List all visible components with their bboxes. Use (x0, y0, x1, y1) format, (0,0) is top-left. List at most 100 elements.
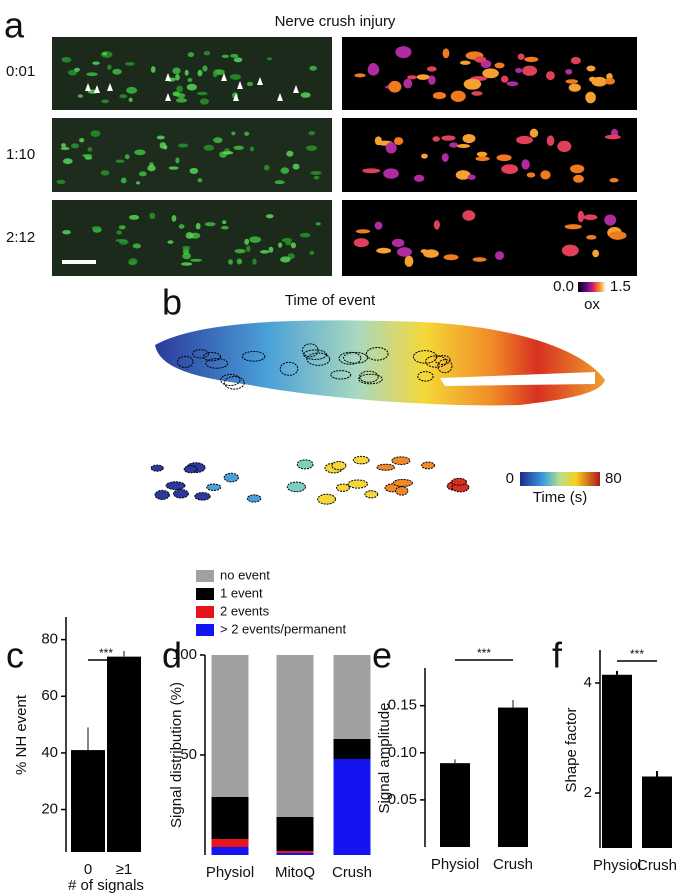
ox-blob (393, 137, 404, 145)
cell-blob (266, 57, 273, 61)
cell-blob (182, 245, 191, 250)
cell-event (223, 472, 239, 483)
cell-blob (175, 157, 180, 164)
image-layer (52, 37, 637, 505)
cell-blob (300, 92, 311, 98)
cell-blob (61, 56, 72, 63)
arrowhead (221, 73, 227, 81)
cell-blob (115, 159, 125, 164)
ox-blob (476, 151, 488, 157)
cell-blob (309, 65, 317, 71)
ox-blob (471, 91, 483, 96)
cell-blob (229, 74, 242, 80)
cell-blob (107, 64, 112, 70)
cell-blob (189, 167, 199, 174)
bar-segment (333, 759, 371, 855)
ox-blob (573, 174, 584, 183)
ox-blob (407, 75, 417, 80)
cell-blob (180, 262, 193, 266)
cell-outline (365, 346, 389, 361)
panel-label: d (162, 635, 182, 676)
cell-event (347, 479, 369, 489)
cell-event (165, 481, 186, 490)
legend-label: > 2 events/permanent (220, 621, 346, 636)
ox-blob (495, 251, 505, 260)
ox-blob (546, 135, 555, 146)
bar-segment (333, 739, 371, 759)
cell-blob (233, 145, 244, 150)
legend-label: 1 event (220, 585, 263, 600)
colorbar-max: 80 (605, 470, 622, 487)
bar-segment (211, 797, 249, 839)
cell-blob (259, 250, 270, 254)
ox-blob (561, 244, 579, 257)
cell-outline (358, 373, 383, 385)
x-tick-label: Physiol (206, 864, 254, 881)
ox-blob (442, 48, 450, 59)
cell-blob (61, 143, 67, 148)
colorbar (520, 472, 600, 486)
cell-outline (301, 343, 319, 358)
ox-blob (395, 46, 412, 59)
arrowhead (165, 93, 171, 101)
significance-label: *** (630, 647, 644, 661)
cell-blob (252, 258, 257, 265)
cell-blob (79, 138, 85, 143)
ox-blob (557, 140, 572, 153)
cell-blob (124, 154, 130, 160)
microscopy-image (52, 118, 332, 192)
cell-blob (115, 238, 128, 243)
timepoint: 1:10 (6, 146, 35, 163)
arrowhead (94, 85, 100, 93)
arrowhead (107, 83, 113, 91)
ox-blob (524, 56, 539, 63)
ox-blob (517, 53, 525, 60)
panel-label: e (372, 635, 392, 676)
bar-segment (276, 853, 314, 855)
cell-blob (228, 259, 233, 265)
cell-outline (279, 361, 299, 376)
ox-blob (396, 241, 405, 246)
cell-blob (230, 53, 239, 58)
map-gap (440, 372, 595, 386)
ox-blob (564, 224, 582, 230)
cell-blob (78, 94, 83, 98)
cell-blob (175, 98, 188, 103)
cell-outline (241, 350, 266, 362)
ox-blob (568, 83, 581, 92)
cell-blob (86, 72, 98, 77)
cell-event (364, 490, 379, 499)
cell-blob (309, 250, 315, 255)
ox-blob (496, 154, 512, 162)
cell-blob (147, 165, 156, 172)
cell-blob (56, 179, 66, 184)
legend-swatch (196, 606, 214, 618)
cell-blob (126, 86, 138, 94)
cell-blob (118, 225, 126, 230)
cell-blob (182, 252, 191, 260)
cell-blob (212, 70, 218, 78)
ox-blob (432, 136, 440, 142)
ox-blob (521, 159, 530, 170)
ox-blob (374, 221, 383, 230)
y-tick-label: 100 (172, 646, 197, 663)
ox-blob (565, 68, 573, 75)
cell-blob (299, 232, 311, 238)
ox-blob (455, 170, 471, 180)
bar (440, 763, 470, 847)
cell-blob (244, 131, 250, 136)
cell-event (183, 465, 198, 474)
ox-blob (385, 142, 397, 154)
legend-swatch (196, 588, 214, 600)
ox-blob (441, 153, 449, 162)
y-axis-label: Shape factor (563, 707, 580, 792)
ox-blob (586, 234, 597, 240)
cell-blob (313, 175, 320, 180)
y-tick-label: 20 (41, 800, 58, 817)
ox-blob (585, 91, 596, 104)
cell-blob (159, 142, 167, 149)
y-tick-label: 0.05 (388, 791, 417, 808)
panel-label: f (552, 635, 563, 676)
cell-event (451, 477, 467, 486)
